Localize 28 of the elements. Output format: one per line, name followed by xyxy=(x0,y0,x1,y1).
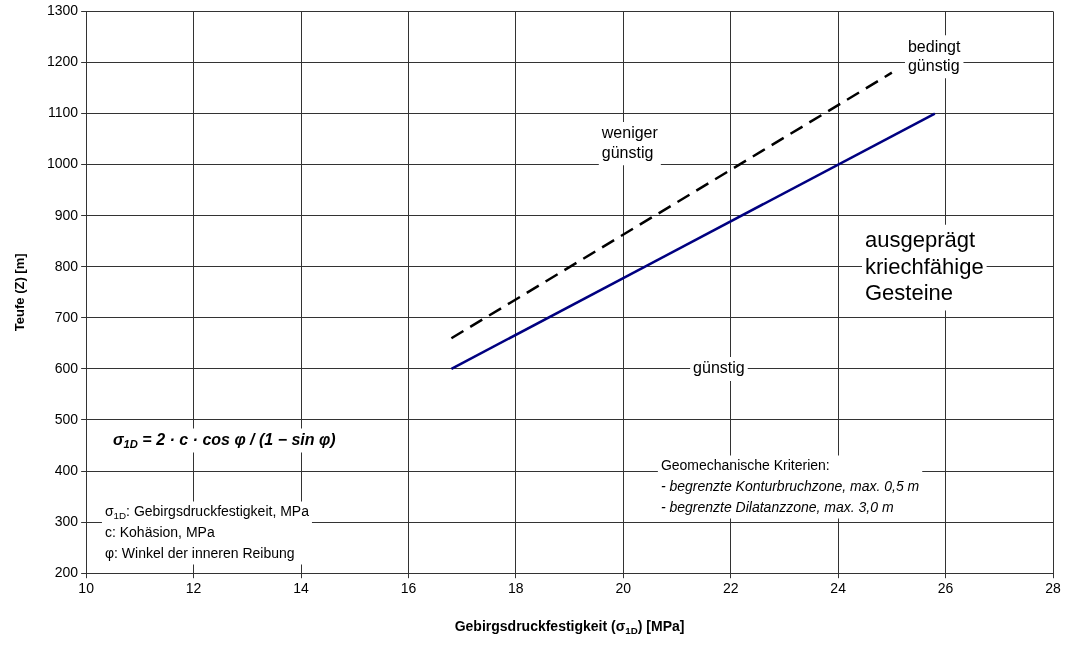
x-tick-label: 28 xyxy=(1045,580,1061,597)
y-tick-label: 500 xyxy=(54,410,79,427)
x-tick-label: 20 xyxy=(615,580,632,597)
x-tick-label: 18 xyxy=(508,580,524,597)
x-tick-label: 26 xyxy=(937,580,954,597)
x-tick-label: 22 xyxy=(722,580,739,597)
annotation: Geomechanische Kriterien: - begrenzte Konturbruchzone, max. 0,5 m - begrenzte Dilatanzzone, max. 3,0 m xyxy=(660,456,920,515)
annotation: weniger günstig xyxy=(600,124,659,161)
annotation: bedingt günstig xyxy=(907,37,962,74)
x-tick-label: 24 xyxy=(830,580,847,597)
annotation: ausgeprägt kriechfähige Gesteine xyxy=(865,227,984,306)
y-tick-label: 1300 xyxy=(46,2,79,19)
y-tick-label: 300 xyxy=(54,512,79,529)
x-tick-label: 10 xyxy=(78,580,95,597)
y-tick-label: 400 xyxy=(54,461,79,478)
y-tick-label: 200 xyxy=(54,564,79,581)
y-tick-label: 900 xyxy=(54,206,79,223)
x-tick-label: 14 xyxy=(293,580,309,597)
y-tick-label: 600 xyxy=(54,359,79,376)
y-tick-label: 1200 xyxy=(46,53,79,70)
y-tick-label: 800 xyxy=(54,257,79,274)
x-tick-label: 16 xyxy=(400,580,417,597)
x-tick-label: 12 xyxy=(185,580,202,597)
y-tick-label: 1100 xyxy=(48,104,79,121)
y-axis-title: Teufe (Z) [m] xyxy=(11,253,27,332)
y-tick-label: 700 xyxy=(54,308,79,325)
annotation: günstig xyxy=(693,359,745,377)
y-tick-label: 1000 xyxy=(46,155,79,172)
